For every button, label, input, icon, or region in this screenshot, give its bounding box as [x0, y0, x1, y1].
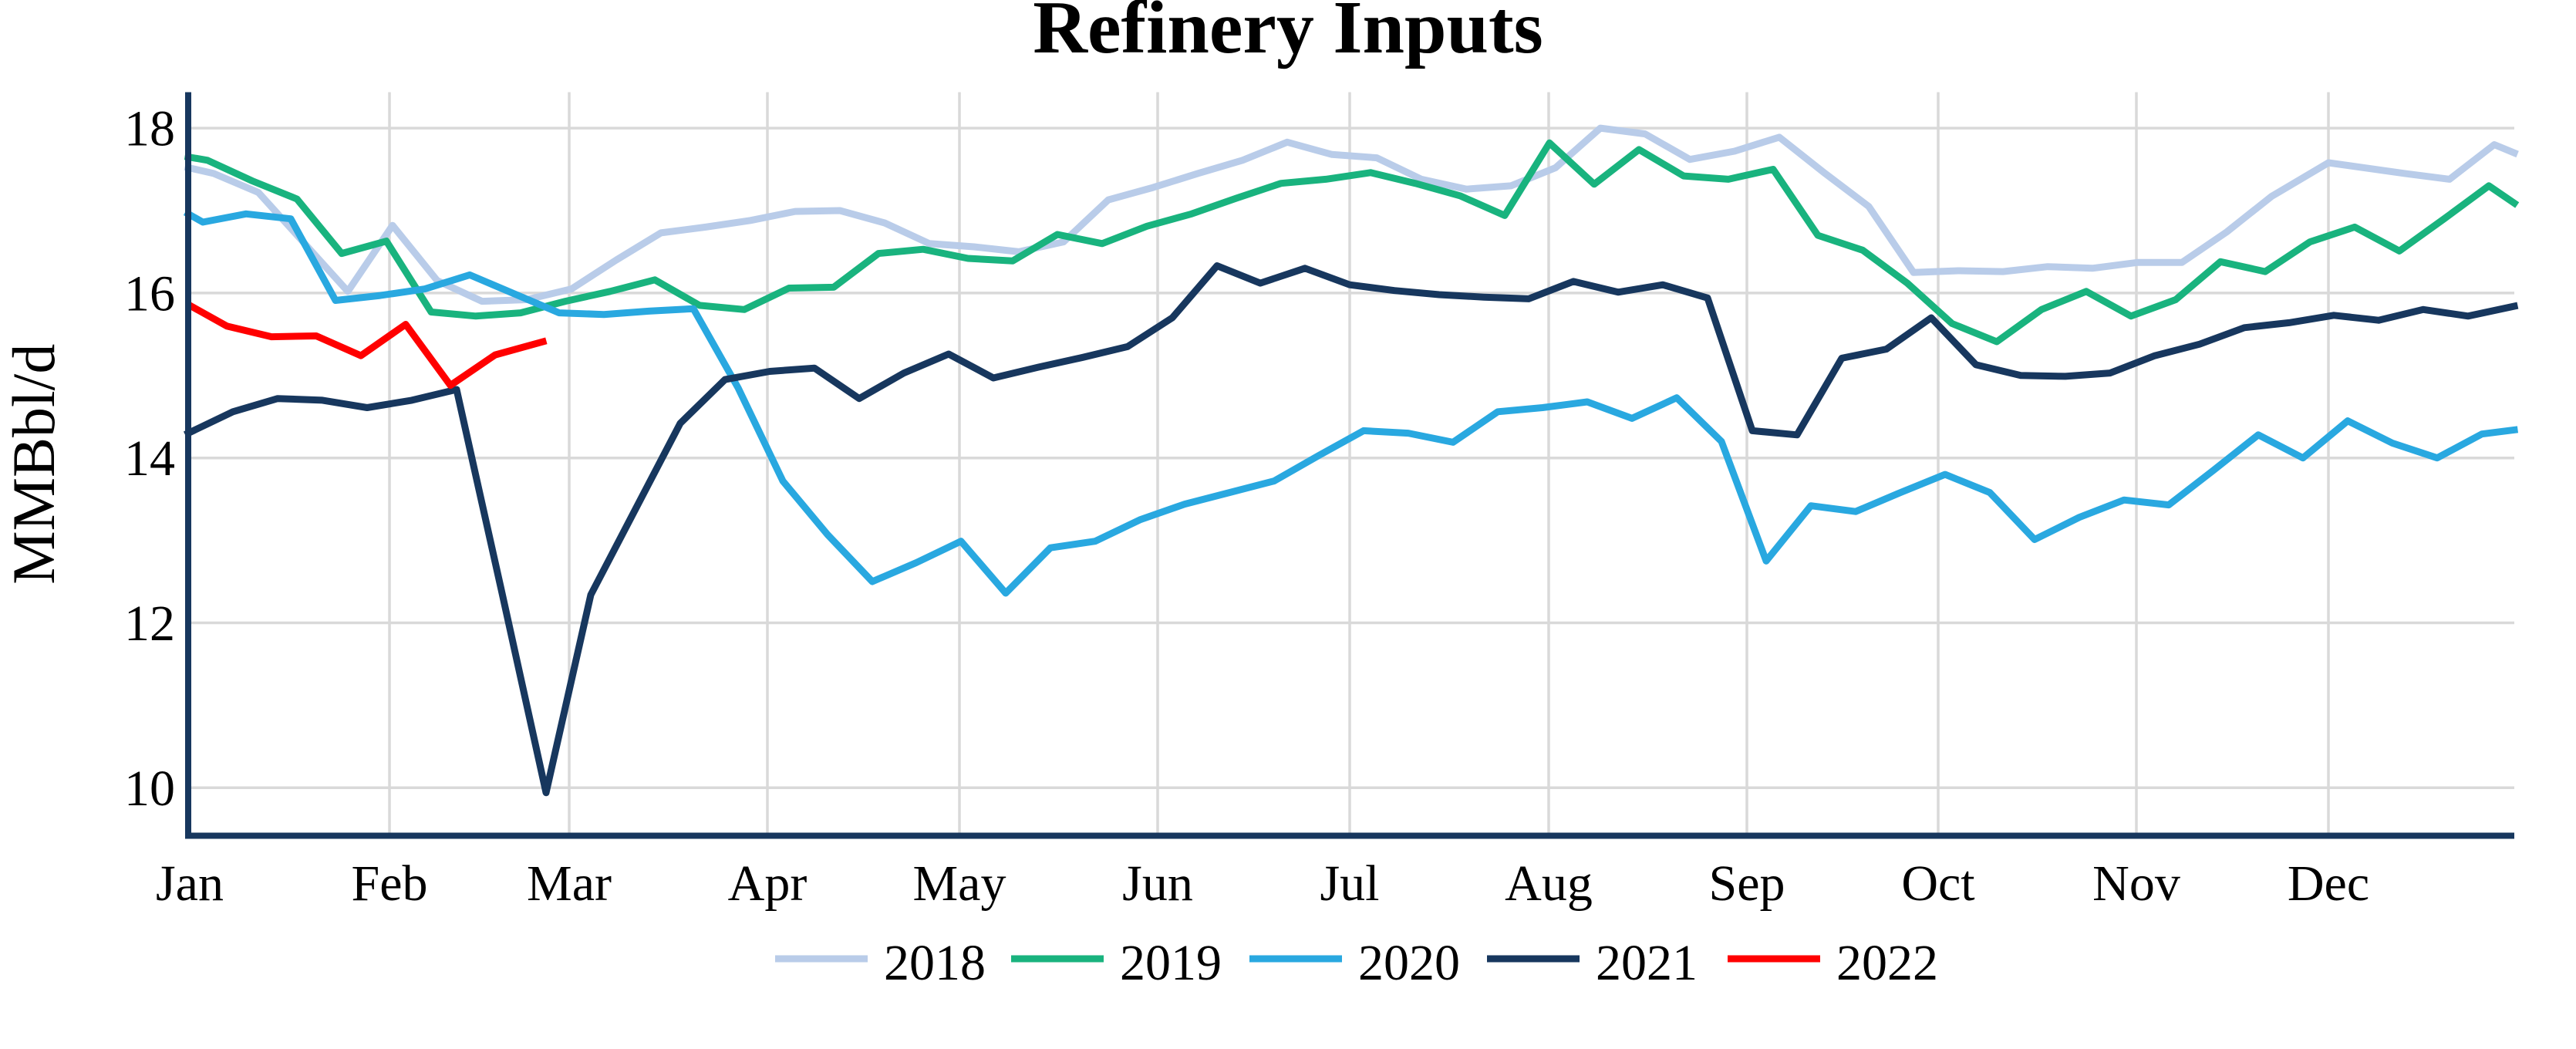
svg-text:2021: 2021 — [1596, 935, 1698, 991]
svg-text:Refinery Inputs: Refinery Inputs — [1033, 0, 1543, 69]
svg-text:Aug: Aug — [1505, 855, 1593, 912]
svg-text:2018: 2018 — [884, 935, 986, 991]
svg-text:Jan: Jan — [156, 855, 224, 912]
svg-text:Mar: Mar — [527, 855, 612, 912]
svg-text:Sep: Sep — [1709, 855, 1785, 912]
svg-text:2022: 2022 — [1836, 935, 1938, 991]
svg-text:Feb: Feb — [352, 855, 428, 912]
svg-text:18: 18 — [124, 101, 175, 157]
svg-text:MMBbl/d: MMBbl/d — [0, 344, 67, 585]
svg-text:Dec: Dec — [2288, 855, 2369, 912]
svg-text:Jun: Jun — [1122, 855, 1193, 912]
svg-text:Jul: Jul — [1320, 855, 1379, 912]
svg-text:May: May — [913, 855, 1006, 912]
svg-text:Nov: Nov — [2092, 855, 2180, 912]
svg-text:14: 14 — [124, 430, 175, 487]
svg-text:12: 12 — [124, 595, 175, 652]
svg-text:2019: 2019 — [1120, 935, 1222, 991]
svg-text:10: 10 — [124, 761, 175, 817]
svg-text:Oct: Oct — [1901, 855, 1974, 912]
svg-text:16: 16 — [124, 265, 175, 322]
svg-text:Apr: Apr — [728, 855, 808, 912]
svg-text:2020: 2020 — [1358, 935, 1460, 991]
